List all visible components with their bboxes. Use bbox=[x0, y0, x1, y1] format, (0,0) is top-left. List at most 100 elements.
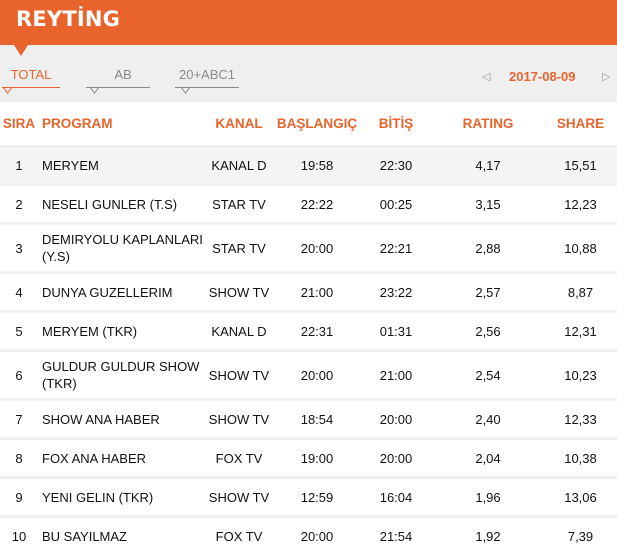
column-header-baslangic[interactable]: BAŞLANGIÇ bbox=[274, 102, 360, 147]
tab-label: TOTAL bbox=[2, 67, 60, 86]
start-time-cell: 21:00 bbox=[274, 273, 360, 312]
channel-cell: FOX TV bbox=[204, 439, 274, 478]
channel-cell: KANAL D bbox=[204, 147, 274, 185]
table-row: 6 GULDUR GULDUR SHOW (TKR) SHOW TV 20:00… bbox=[0, 351, 617, 400]
start-time-cell: 19:00 bbox=[274, 439, 360, 478]
table-header-row: SIRA PROGRAM KANAL BAŞLANGIÇ BİTİŞ RATIN… bbox=[0, 102, 617, 147]
rank-cell: 2 bbox=[0, 185, 38, 224]
table-row: 10 BU SAYILMAZ FOX TV 20:00 21:54 1,92 7… bbox=[0, 517, 617, 554]
share-cell: 13,06 bbox=[544, 478, 617, 517]
program-cell: YENI GELIN (TKR) bbox=[38, 478, 204, 517]
start-time-cell: 19:58 bbox=[274, 147, 360, 185]
program-cell: DEMIRYOLU KAPLANLARI (Y.S) bbox=[38, 224, 204, 273]
rank-cell: 7 bbox=[0, 400, 38, 439]
rating-cell: 4,17 bbox=[432, 147, 544, 185]
column-header-kanal[interactable]: KANAL bbox=[204, 102, 274, 147]
start-time-cell: 22:31 bbox=[274, 312, 360, 351]
end-time-cell: 21:54 bbox=[360, 517, 432, 554]
share-cell: 7,39 bbox=[544, 517, 617, 554]
end-time-cell: 16:04 bbox=[360, 478, 432, 517]
table-row: 7 SHOW ANA HABER SHOW TV 18:54 20:00 2,4… bbox=[0, 400, 617, 439]
channel-cell: STAR TV bbox=[204, 224, 274, 273]
end-time-cell: 21:00 bbox=[360, 351, 432, 400]
tab-label: AB bbox=[86, 67, 150, 86]
page-title: REYTİNG bbox=[16, 7, 120, 31]
column-header-bitis[interactable]: BİTİŞ bbox=[360, 102, 432, 147]
previous-date-icon[interactable]: ◁ bbox=[482, 70, 490, 83]
program-cell: DUNYA GUZELLERIM bbox=[38, 273, 204, 312]
rank-cell: 4 bbox=[0, 273, 38, 312]
channel-cell: SHOW TV bbox=[204, 351, 274, 400]
start-time-cell: 18:54 bbox=[274, 400, 360, 439]
column-header-share[interactable]: SHARE bbox=[544, 102, 617, 147]
rank-cell: 1 bbox=[0, 147, 38, 185]
rank-cell: 10 bbox=[0, 517, 38, 554]
rating-cell: 2,56 bbox=[432, 312, 544, 351]
program-cell: BU SAYILMAZ bbox=[38, 517, 204, 554]
chevron-down-icon bbox=[3, 87, 12, 94]
next-date-icon[interactable]: ▷ bbox=[602, 70, 610, 83]
table-row: 9 YENI GELIN (TKR) SHOW TV 12:59 16:04 1… bbox=[0, 478, 617, 517]
start-time-cell: 22:22 bbox=[274, 185, 360, 224]
end-time-cell: 23:22 bbox=[360, 273, 432, 312]
start-time-cell: 20:00 bbox=[274, 351, 360, 400]
rating-cell: 1,92 bbox=[432, 517, 544, 554]
share-cell: 8,87 bbox=[544, 273, 617, 312]
column-header-program[interactable]: PROGRAM bbox=[38, 102, 204, 147]
share-cell: 12,23 bbox=[544, 185, 617, 224]
table-row: 2 NESELI GUNLER (T.S) STAR TV 22:22 00:2… bbox=[0, 185, 617, 224]
chevron-down-icon bbox=[90, 87, 99, 94]
rating-cell: 2,40 bbox=[432, 400, 544, 439]
rating-cell: 2,04 bbox=[432, 439, 544, 478]
tab-20-abc1[interactable]: 20+ABC1 bbox=[175, 67, 239, 86]
share-cell: 10,88 bbox=[544, 224, 617, 273]
table-row: 5 MERYEM (TKR) KANAL D 22:31 01:31 2,56 … bbox=[0, 312, 617, 351]
ratings-header: REYTİNG bbox=[0, 0, 617, 45]
rank-cell: 9 bbox=[0, 478, 38, 517]
share-cell: 10,23 bbox=[544, 351, 617, 400]
channel-cell: KANAL D bbox=[204, 312, 274, 351]
program-cell: SHOW ANA HABER bbox=[38, 400, 204, 439]
start-time-cell: 12:59 bbox=[274, 478, 360, 517]
tab-label: 20+ABC1 bbox=[175, 67, 239, 86]
end-time-cell: 22:21 bbox=[360, 224, 432, 273]
end-time-cell: 01:31 bbox=[360, 312, 432, 351]
table-row: 4 DUNYA GUZELLERIM SHOW TV 21:00 23:22 2… bbox=[0, 273, 617, 312]
rating-cell: 2,57 bbox=[432, 273, 544, 312]
tab-total[interactable]: TOTAL bbox=[2, 67, 60, 86]
end-time-cell: 20:00 bbox=[360, 439, 432, 478]
start-time-cell: 20:00 bbox=[274, 517, 360, 554]
program-cell: MERYEM (TKR) bbox=[38, 312, 204, 351]
selected-date: 2017-08-09 bbox=[509, 69, 576, 84]
share-cell: 12,33 bbox=[544, 400, 617, 439]
rating-cell: 2,88 bbox=[432, 224, 544, 273]
rating-cell: 2,54 bbox=[432, 351, 544, 400]
channel-cell: FOX TV bbox=[204, 517, 274, 554]
ratings-table: SIRA PROGRAM KANAL BAŞLANGIÇ BİTİŞ RATIN… bbox=[0, 102, 617, 554]
table-row: 3 DEMIRYOLU KAPLANLARI (Y.S) STAR TV 20:… bbox=[0, 224, 617, 273]
channel-cell: STAR TV bbox=[204, 185, 274, 224]
channel-cell: SHOW TV bbox=[204, 400, 274, 439]
program-cell: FOX ANA HABER bbox=[38, 439, 204, 478]
start-time-cell: 20:00 bbox=[274, 224, 360, 273]
rank-cell: 8 bbox=[0, 439, 38, 478]
rank-cell: 5 bbox=[0, 312, 38, 351]
end-time-cell: 00:25 bbox=[360, 185, 432, 224]
rank-cell: 6 bbox=[0, 351, 38, 400]
header-pointer-icon bbox=[14, 45, 28, 56]
column-header-sira[interactable]: SIRA bbox=[0, 102, 38, 147]
rating-cell: 1,96 bbox=[432, 478, 544, 517]
tab-ab[interactable]: AB bbox=[86, 67, 150, 86]
table-row: 1 MERYEM KANAL D 19:58 22:30 4,17 15,51 bbox=[0, 147, 617, 185]
rank-cell: 3 bbox=[0, 224, 38, 273]
channel-cell: SHOW TV bbox=[204, 273, 274, 312]
end-time-cell: 22:30 bbox=[360, 147, 432, 185]
program-cell: NESELI GUNLER (T.S) bbox=[38, 185, 204, 224]
end-time-cell: 20:00 bbox=[360, 400, 432, 439]
column-header-rating[interactable]: RATING bbox=[432, 102, 544, 147]
table-row: 8 FOX ANA HABER FOX TV 19:00 20:00 2,04 … bbox=[0, 439, 617, 478]
share-cell: 12,31 bbox=[544, 312, 617, 351]
share-cell: 15,51 bbox=[544, 147, 617, 185]
program-cell: GULDUR GULDUR SHOW (TKR) bbox=[38, 351, 204, 400]
rating-cell: 3,15 bbox=[432, 185, 544, 224]
